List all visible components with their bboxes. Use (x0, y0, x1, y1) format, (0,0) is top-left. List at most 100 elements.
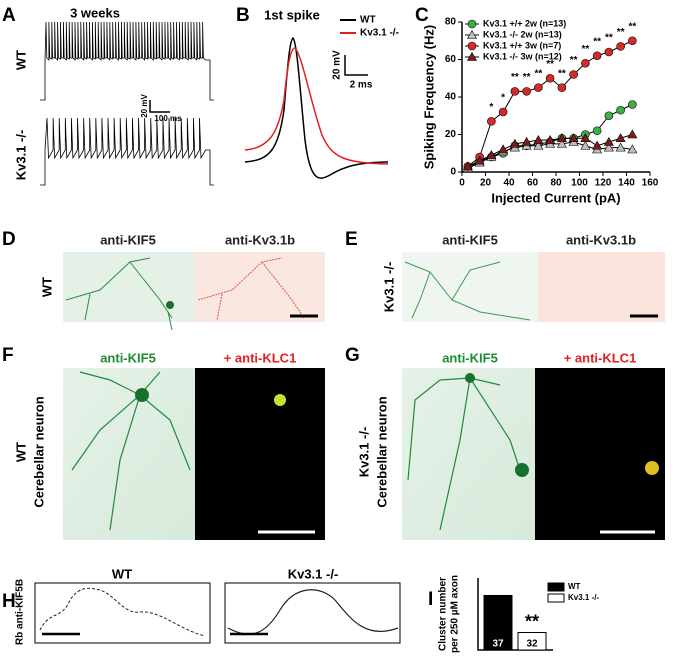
marker (467, 19, 477, 29)
neurite (197, 257, 305, 321)
axon-trace (39, 587, 206, 637)
x-tick-label: 0 (459, 178, 465, 189)
neurite (404, 261, 531, 321)
x-tick-label: 80 (550, 178, 562, 189)
soma (135, 388, 149, 402)
row-label: Kv3.1 -/- (381, 262, 396, 313)
legend-label: Kv3.1 -/- (568, 593, 599, 602)
panel-title: 3 weeks (70, 5, 120, 20)
marker (498, 107, 508, 117)
spike-trace (244, 37, 389, 179)
marker (616, 42, 625, 51)
column-title: anti-KIF5 (100, 232, 156, 247)
bar (483, 594, 513, 651)
soma (645, 461, 659, 475)
marker (592, 126, 602, 136)
soma (166, 301, 174, 309)
scale-label: 100 ms (154, 114, 182, 123)
line-chart: 0 20 40 60 80 0 20 40 60 80 100 120 140 160 Injected C… (421, 17, 658, 206)
micrograph (195, 368, 325, 540)
marker (498, 144, 509, 154)
panel-label: B (236, 5, 250, 26)
marker (580, 140, 591, 150)
micrograph (402, 252, 538, 322)
significance-mark: * (501, 93, 505, 104)
n-label: 37 (492, 639, 504, 650)
significance-mark: ** (534, 68, 542, 79)
legend-label: Kv3.1 -/- 2w (n=13) (483, 29, 562, 39)
voltage-trace (40, 21, 214, 101)
marker (627, 129, 638, 139)
panel-label: E (345, 229, 358, 250)
row-label: Cerebellar neuron (374, 396, 389, 507)
legend-label: WT (360, 15, 376, 26)
marker (466, 29, 478, 39)
scale-label: 2 ms (350, 80, 373, 91)
significance-mark: ** (628, 21, 636, 32)
marker (592, 51, 602, 61)
axis-label: Rb anti-KIF5B (15, 579, 26, 645)
soma (515, 463, 529, 477)
voltage-trace (40, 117, 214, 186)
marker (556, 133, 567, 143)
marker (568, 133, 579, 143)
significance-mark: ** (558, 68, 566, 79)
marker (604, 111, 614, 121)
marker (534, 83, 543, 92)
column-title: anti-KIF5 (442, 232, 498, 247)
y-tick-label: 20 (445, 129, 457, 140)
soma (465, 373, 475, 383)
marker (556, 138, 567, 148)
micrograph (538, 252, 665, 322)
spike-trace (244, 47, 389, 165)
significance-mark: ** (546, 59, 554, 70)
marker (603, 142, 614, 152)
panel-label: C (415, 5, 429, 26)
panel-label: D (2, 229, 16, 250)
axon-trace (227, 589, 399, 635)
panel-title: 1st spike (264, 7, 320, 22)
scale-label: 20 mV (140, 94, 149, 118)
row-label: Cerebellar neuron (31, 396, 46, 507)
row-label: WT (13, 442, 28, 462)
scale-bar (344, 55, 368, 76)
micrograph (535, 368, 665, 540)
marker (580, 133, 591, 143)
scale-label: 20 mV (332, 50, 343, 80)
marker (466, 51, 478, 61)
legend-swatch (547, 582, 565, 592)
soma (274, 394, 286, 406)
marker (557, 83, 567, 92)
marker (486, 150, 497, 159)
significance-mark: ** (605, 33, 613, 44)
y-tick-label: 60 (445, 54, 457, 65)
scale-bar (149, 100, 170, 113)
x-tick-label: 20 (480, 178, 492, 189)
bar-chart: Cluster number per 250 µM axon 37 WT 32 Kv3.1… (438, 575, 600, 653)
y-axis-label: Cluster number (438, 577, 449, 651)
legend-label: Kv3.1 +/+ 3w (n=7) (483, 40, 561, 50)
marker (569, 70, 578, 79)
x-tick-label: 60 (527, 178, 539, 189)
n-label: 32 (526, 639, 538, 650)
row-label: WT (13, 50, 28, 70)
marker (509, 138, 520, 148)
marker (545, 73, 555, 83)
marker (615, 142, 626, 152)
significance-mark: ** (593, 36, 601, 47)
legend-label: Kv3.1 +/+ 2w (n=13) (483, 18, 566, 28)
marker (581, 58, 590, 68)
x-tick-label: 100 (571, 178, 588, 189)
legend-swatch (547, 593, 565, 603)
neurite (65, 257, 173, 331)
y-tick-label: 80 (445, 17, 457, 28)
column-title: anti-Kv3.1b (566, 232, 636, 247)
marker (510, 87, 520, 96)
column-title: + anti-KLC1 (224, 350, 297, 365)
panel-label: I (428, 589, 433, 610)
column-title: + anti-KLC1 (564, 350, 637, 365)
row-label: Kv3.1 -/- (356, 427, 371, 478)
micrograph (63, 368, 195, 540)
marker (627, 144, 638, 154)
column-title: Kv3.1 -/- (288, 566, 339, 581)
